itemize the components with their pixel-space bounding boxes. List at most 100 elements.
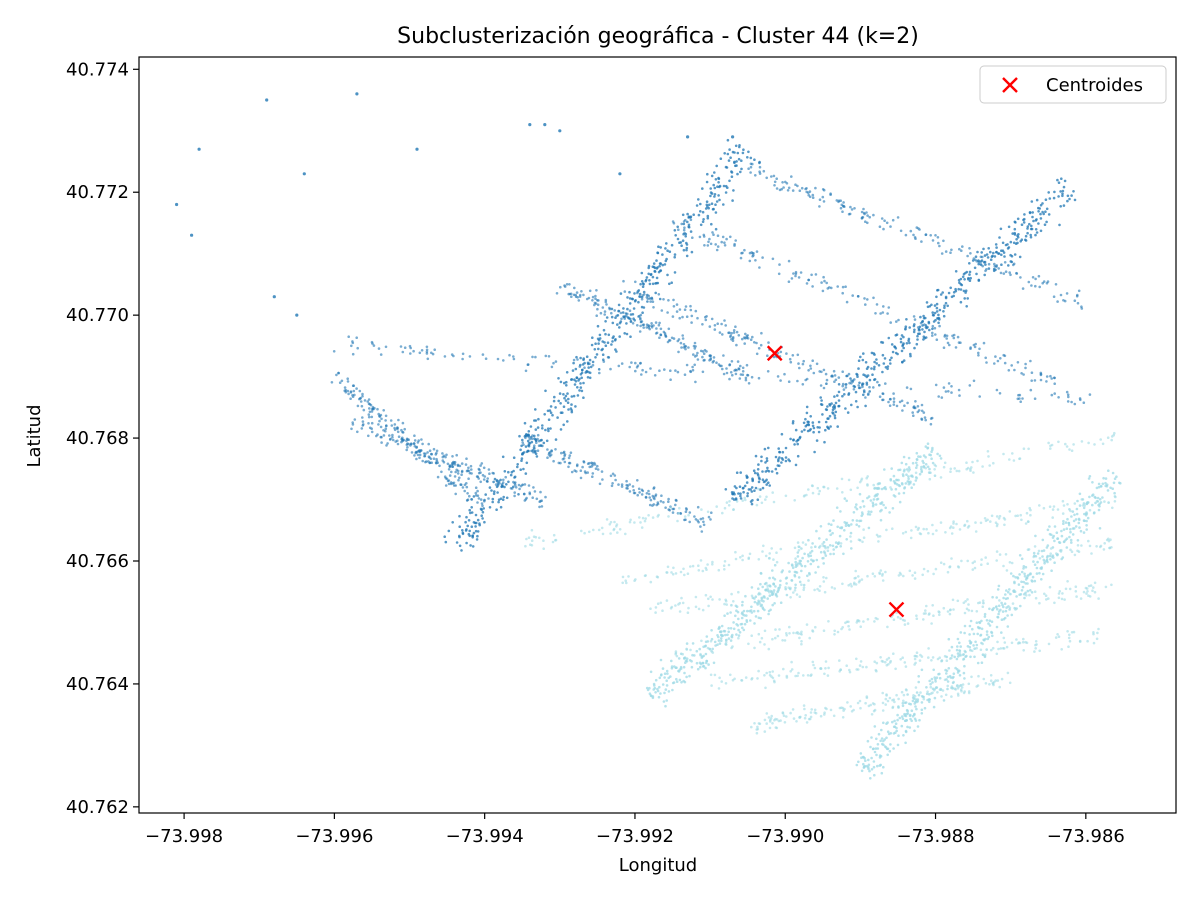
scatter-point (432, 457, 436, 461)
scatter-point (1098, 498, 1102, 501)
scatter-point (1034, 219, 1038, 222)
scatter-point (863, 756, 866, 760)
scatter-point (910, 486, 913, 490)
scatter-point (966, 254, 969, 258)
scatter-point (735, 500, 739, 503)
scatter-point (368, 426, 372, 430)
scatter-point (569, 451, 573, 455)
scatter-point (725, 603, 728, 606)
scatter-point (678, 601, 682, 605)
scatter-point (796, 541, 800, 544)
scatter-point (618, 321, 622, 325)
scatter-point (1083, 519, 1086, 523)
scatter-point (881, 691, 884, 695)
scatter-point (704, 593, 708, 597)
scatter-point (801, 383, 805, 386)
scatter-point (706, 216, 710, 220)
scatter-point (811, 359, 814, 363)
scatter-point (1028, 593, 1031, 597)
scatter-point (991, 634, 994, 638)
scatter-point (646, 300, 649, 303)
scatter-point (1038, 557, 1042, 560)
scatter-point (465, 457, 468, 461)
scatter-point (1044, 210, 1047, 213)
scatter-point (884, 382, 887, 385)
scatter-point (902, 455, 906, 459)
scatter-point (1082, 531, 1086, 534)
scatter-point (934, 234, 937, 237)
scatter-point (881, 572, 884, 576)
scatter-point (942, 606, 946, 610)
scatter-point (544, 495, 547, 499)
scatter-point (927, 693, 931, 696)
scatter-point (925, 692, 929, 696)
scatter-point (593, 348, 597, 351)
scatter-point (844, 621, 847, 625)
scatter-point (768, 484, 771, 487)
scatter-point (933, 696, 937, 700)
scatter-point (665, 571, 668, 574)
scatter-point (794, 463, 798, 467)
scatter-point (1093, 443, 1096, 446)
scatter-point (458, 514, 461, 518)
scatter-point (861, 499, 865, 503)
scatter-point (942, 346, 946, 350)
scatter-point (474, 486, 478, 490)
scatter-point (443, 535, 447, 538)
scatter-point (897, 492, 901, 495)
scatter-point (423, 454, 426, 458)
scatter-point (790, 668, 794, 671)
scatter-point (458, 476, 461, 480)
scatter-point (776, 589, 780, 593)
scatter-point (1021, 585, 1025, 589)
scatter-point (626, 312, 629, 316)
scatter-point (723, 602, 726, 606)
scatter-point (871, 373, 874, 377)
scatter-point (735, 633, 738, 636)
scatter-point (1001, 249, 1005, 252)
scatter-point (835, 487, 839, 490)
scatter-point (768, 576, 771, 580)
scatter-point (779, 579, 782, 583)
scatter-point (915, 476, 919, 480)
scatter-point (905, 688, 908, 692)
scatter-point (685, 675, 688, 679)
scatter-point (1023, 596, 1026, 600)
scatter-point (981, 642, 984, 646)
scatter-point (1007, 369, 1011, 372)
scatter-point (673, 271, 677, 274)
scatter-point (461, 352, 465, 356)
scatter-point (773, 718, 776, 722)
scatter-point (606, 341, 610, 345)
scatter-point (702, 654, 705, 658)
scatter-point (682, 343, 686, 346)
scatter-point (948, 674, 952, 678)
scatter-point (867, 704, 871, 708)
scatter-point (680, 346, 683, 349)
scatter-point (351, 341, 355, 345)
scatter-point (968, 633, 971, 636)
scatter-point (620, 317, 623, 321)
scatter-point (862, 207, 865, 211)
scatter-point (1085, 524, 1088, 527)
scatter-point (989, 258, 993, 262)
scatter-point (789, 670, 792, 673)
scatter-point (1059, 190, 1062, 193)
scatter-point (898, 571, 902, 575)
scatter-point (418, 456, 421, 460)
scatter-point (1000, 601, 1003, 605)
scatter-point (1052, 505, 1056, 508)
scatter-point (949, 251, 952, 254)
scatter-point (484, 357, 488, 361)
scatter-point (762, 169, 766, 173)
scatter-point (641, 489, 645, 493)
scatter-point (532, 450, 535, 454)
scatter-point (839, 542, 843, 545)
scatter-point (939, 561, 943, 564)
scatter-point (801, 556, 804, 560)
scatter-point (468, 529, 472, 533)
scatter-point (1044, 198, 1048, 201)
scatter-point (718, 364, 722, 368)
scatter-point (795, 720, 798, 723)
